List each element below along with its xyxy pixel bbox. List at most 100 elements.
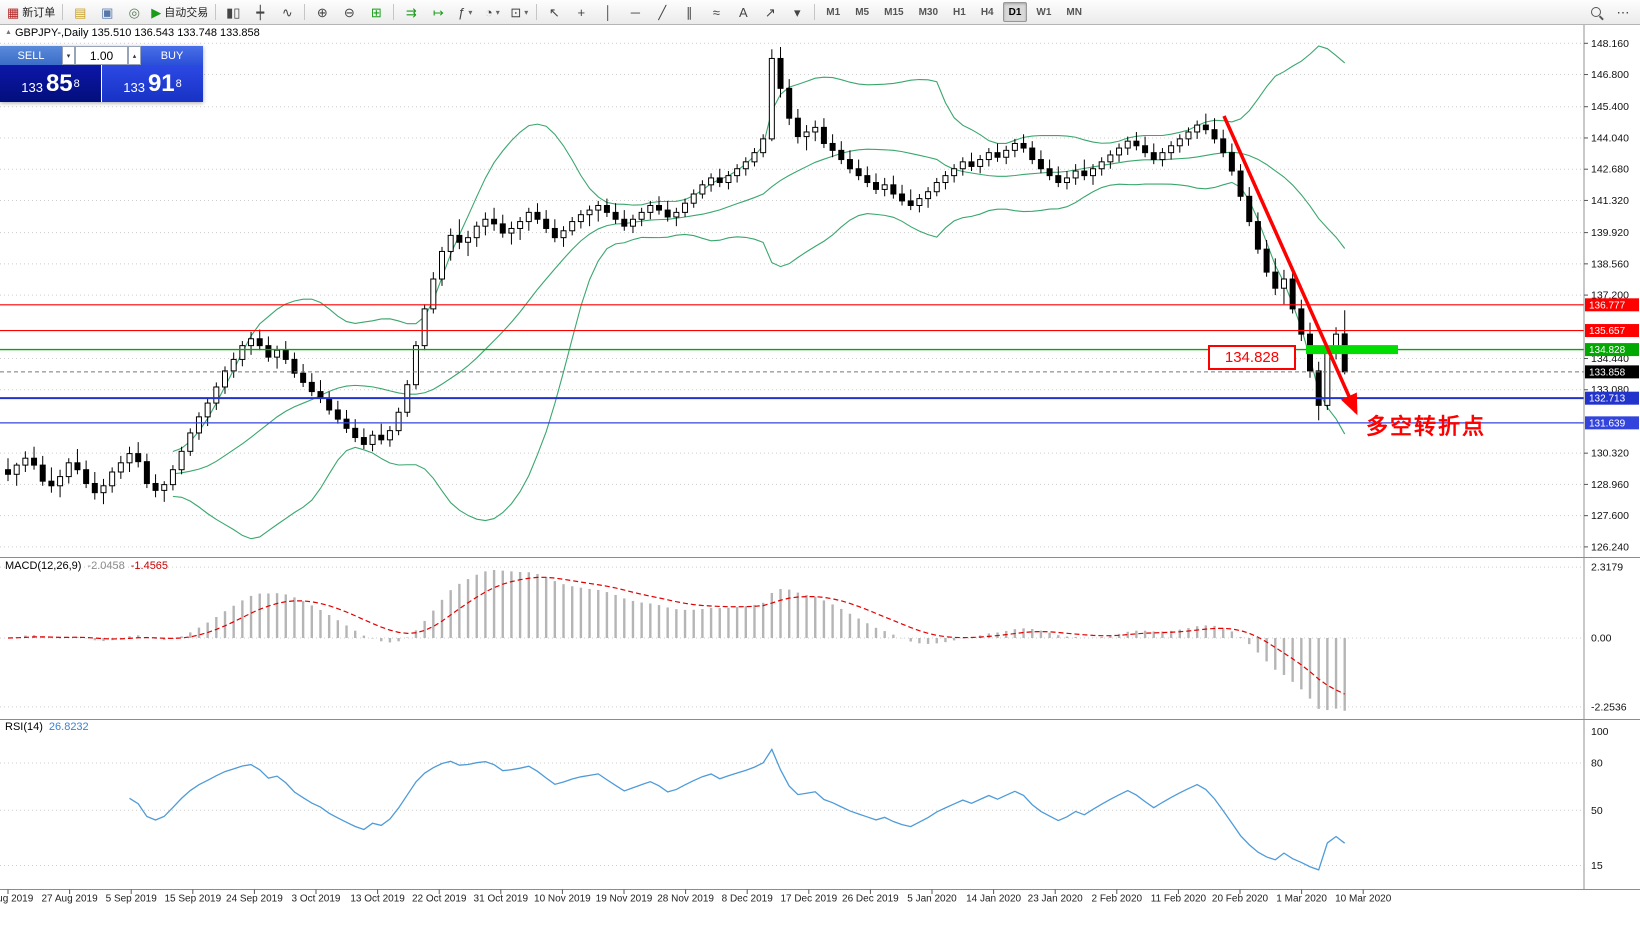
sell-price-point: 8 bbox=[73, 77, 80, 90]
time-axis-label: 22 Oct 2019 bbox=[412, 894, 467, 905]
auto-scroll-button[interactable]: ⇉ bbox=[405, 4, 417, 20]
price-axis-label: 146.800 bbox=[1591, 69, 1629, 81]
macd-layer bbox=[7, 569, 1346, 711]
timeframe-m1-button[interactable]: M1 bbox=[826, 6, 841, 18]
trend-arrow bbox=[1222, 115, 1358, 416]
trendline-button[interactable]: ╱ bbox=[658, 4, 667, 20]
timeframe-h1-button[interactable]: H1 bbox=[953, 6, 966, 18]
timeframe-d1-button[interactable]: D1 bbox=[1002, 2, 1028, 22]
arrow-tool-button[interactable]: ↗ bbox=[764, 4, 776, 20]
rsi-indicator-label: RSI(14) 26.8232 bbox=[5, 721, 89, 733]
indicators-button[interactable]: ƒ ▾ bbox=[458, 4, 473, 20]
timeframe-m30-button[interactable]: M30 bbox=[918, 6, 939, 18]
crosshair-button[interactable]: + bbox=[577, 4, 586, 20]
price-tag bbox=[1585, 324, 1639, 338]
annotations-layer bbox=[1222, 115, 1398, 416]
price-tag-label: 135.657 bbox=[1589, 326, 1626, 337]
time-axis-label: 11 Feb 2020 bbox=[1151, 894, 1207, 905]
line-chart-button[interactable]: ∿ bbox=[281, 4, 293, 20]
price-axis-label: 145.400 bbox=[1591, 101, 1629, 113]
rsi-axis-label: 15 bbox=[1591, 860, 1603, 872]
hline-button[interactable]: ─ bbox=[630, 4, 640, 20]
rsi-axis-label: 50 bbox=[1591, 805, 1603, 817]
lot-increase-button[interactable]: ▴ bbox=[128, 46, 141, 65]
vline-button[interactable]: │ bbox=[604, 4, 613, 20]
timeframe-m5-button[interactable]: M5 bbox=[855, 6, 870, 18]
lot-decrease-button[interactable]: ▾ bbox=[62, 46, 75, 65]
toolbar: ▦ 新订单 ▤ ▣ ◎ ▶ 自动交易 ▮▯ ┿ ∿ ⊕ ⊖ ⊞ ⇉ ↦ ƒ ▾ ◔ ▾ ⊡ ▾ ↖ + │ ─ ╱ ∥ ≈ A ↗ ▾ M1 M… bbox=[0, 0, 1640, 25]
buy-button[interactable]: BUY bbox=[141, 46, 203, 65]
candle-chart-button[interactable]: ┿ bbox=[256, 4, 265, 20]
macd-signal-value: -1.4565 bbox=[130, 560, 169, 572]
funds-icon[interactable]: ▤ bbox=[74, 4, 87, 20]
chart-background[interactable] bbox=[0, 24, 1640, 949]
buy-price-pips: 91 bbox=[147, 69, 175, 97]
text-button[interactable]: A bbox=[738, 4, 748, 20]
timeframe-h4-button[interactable]: H4 bbox=[980, 6, 994, 18]
toolbar-separator bbox=[814, 4, 816, 20]
bollinger-middle bbox=[172, 148, 1346, 475]
macd-indicator-label: MACD(12,26,9) -2.0458 -1.4565 bbox=[5, 560, 168, 572]
toolbar-separator bbox=[536, 4, 538, 20]
accounts-icon[interactable]: ▣ bbox=[101, 4, 114, 20]
cursor-button[interactable]: ↖ bbox=[548, 4, 560, 20]
buy-price-point: 8 bbox=[175, 77, 182, 90]
fibo-button[interactable]: ≈ bbox=[712, 4, 720, 20]
sell-button[interactable]: SELL bbox=[0, 46, 62, 65]
more-icon[interactable]: ⋯ bbox=[1616, 4, 1630, 20]
zoom-out-button[interactable]: ⊖ bbox=[343, 4, 355, 20]
time-axis-label: 27 Aug 2019 bbox=[42, 894, 99, 905]
price-tag bbox=[1585, 391, 1639, 405]
time-axis-label: 3 Oct 2019 bbox=[292, 894, 341, 905]
shapes-button[interactable]: ▾ bbox=[794, 4, 801, 20]
price-tag bbox=[1585, 298, 1639, 312]
sell-price[interactable]: 133 85 8 bbox=[0, 65, 101, 102]
price-tag-label: 133.858 bbox=[1589, 367, 1626, 378]
price-axis-label: 142.680 bbox=[1591, 164, 1629, 176]
time-axis-label: 24 Sep 2019 bbox=[226, 894, 283, 905]
rsi-name: RSI(14) bbox=[5, 721, 43, 733]
timeframe-m15-button[interactable]: M15 bbox=[884, 6, 904, 18]
channel-button[interactable]: ∥ bbox=[686, 4, 693, 20]
lot-input[interactable] bbox=[75, 46, 128, 65]
price-axis-label: 127.600 bbox=[1591, 510, 1629, 522]
time-axis: 8 Aug 2019 27 Aug 2019 5 Sep 2019 15 Sep 20… bbox=[0, 889, 1392, 905]
turning-point-annotation: 多空转折点 bbox=[1366, 414, 1487, 439]
time-axis-label: 19 Nov 2019 bbox=[596, 894, 653, 905]
timeframe-mn-button[interactable]: MN bbox=[1066, 6, 1082, 18]
timeframe-w1-button[interactable]: W1 bbox=[1036, 6, 1052, 18]
time-axis-label: 8 Aug 2019 bbox=[0, 894, 34, 905]
tile-windows-button[interactable]: ⊞ bbox=[370, 4, 382, 20]
bollinger-bands bbox=[172, 45, 1346, 540]
macd-main-value: -2.0458 bbox=[87, 560, 125, 572]
price-tag-label: 131.639 bbox=[1589, 418, 1626, 429]
macd-axis-label: 0.00 bbox=[1591, 633, 1612, 645]
autotrade-button[interactable]: ▶ 自动交易 bbox=[151, 4, 209, 20]
macd-signal-line bbox=[7, 576, 1345, 695]
price-tag bbox=[1585, 365, 1639, 379]
time-axis-label: 10 Mar 2020 bbox=[1335, 894, 1392, 905]
zoom-in-button[interactable]: ⊕ bbox=[316, 4, 328, 20]
periods-button[interactable]: ◔ ▾ bbox=[484, 4, 500, 20]
sell-price-pips: 85 bbox=[45, 69, 73, 97]
price-tag-label: 136.777 bbox=[1589, 300, 1626, 311]
time-axis-label: 17 Dec 2019 bbox=[780, 894, 837, 905]
search-icon[interactable] bbox=[1583, 2, 1609, 22]
time-axis-label: 5 Jan 2020 bbox=[907, 894, 957, 905]
symbol-info-text: GBPJPY-,Daily 135.510 136.543 133.748 13… bbox=[14, 27, 260, 39]
rsi-axis-label: 80 bbox=[1591, 758, 1603, 770]
buy-price[interactable]: 133 91 8 bbox=[102, 65, 203, 102]
time-axis-label: 23 Jan 2020 bbox=[1028, 894, 1083, 905]
price-axis-label: 130.320 bbox=[1591, 448, 1629, 460]
buy-price-big: 133 bbox=[123, 80, 145, 95]
chart-shift-button[interactable]: ↦ bbox=[432, 4, 444, 20]
scripts-icon[interactable]: ◎ bbox=[128, 4, 140, 20]
bar-chart-button[interactable]: ▮▯ bbox=[226, 4, 241, 20]
price-axis-label: 144.040 bbox=[1591, 132, 1629, 144]
toolbar-separator bbox=[304, 4, 306, 20]
templates-button[interactable]: ⊡ ▾ bbox=[510, 4, 529, 20]
new-order-button[interactable]: ▦ 新订单 bbox=[7, 4, 56, 20]
highlight-bar bbox=[1306, 345, 1398, 355]
